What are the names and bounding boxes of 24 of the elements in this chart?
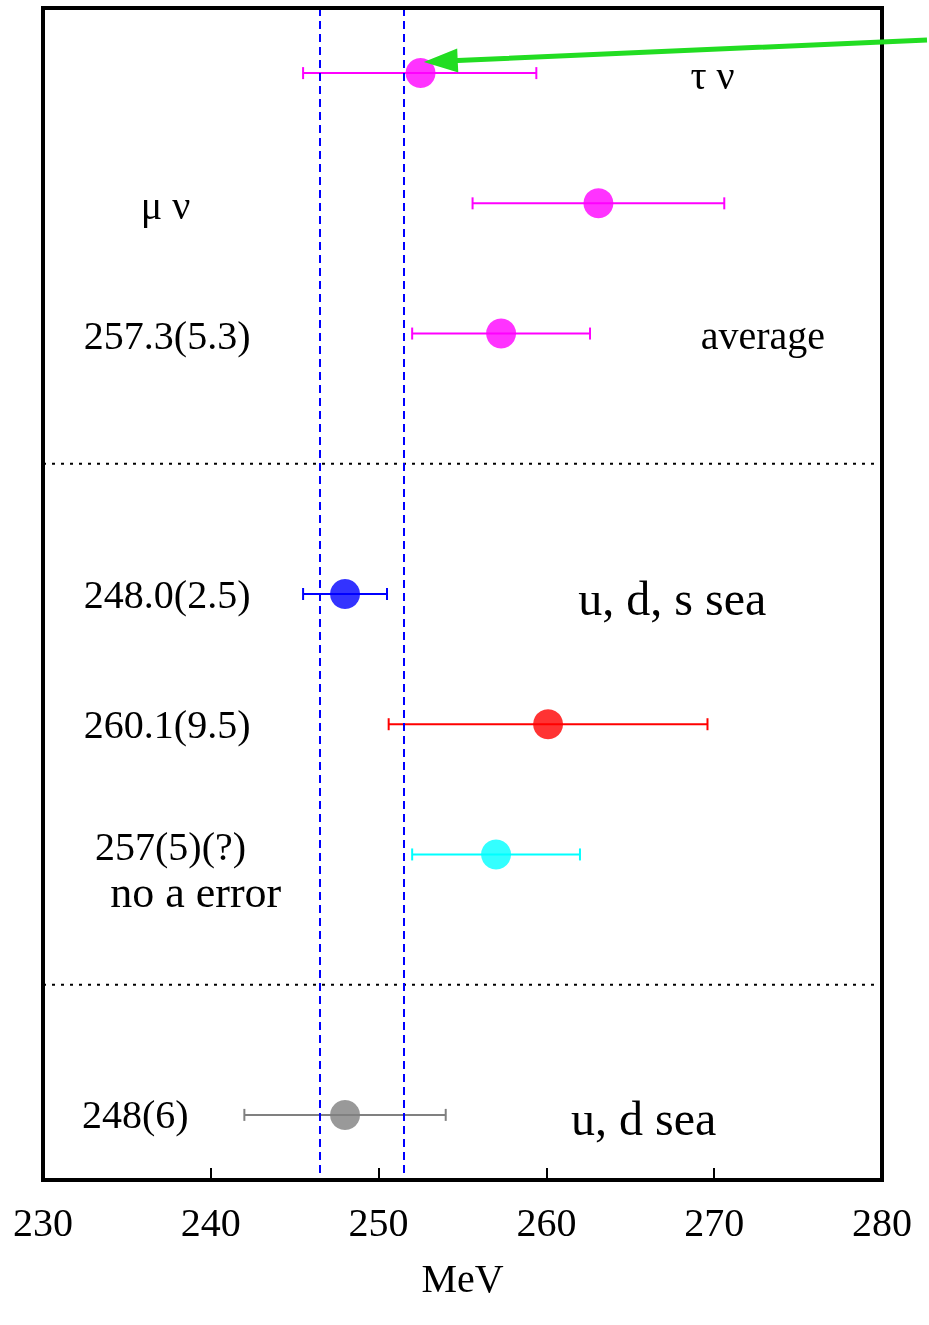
x-tick-label: 280 <box>852 1199 912 1245</box>
point <box>486 318 517 349</box>
annotation: u, d, s sea <box>578 571 767 625</box>
annotation: average <box>700 313 826 359</box>
annotation: 257(5)(?) <box>95 823 247 869</box>
x-tick-label: 240 <box>180 1199 241 1245</box>
x-axis-title: MeV <box>421 1255 504 1301</box>
point <box>330 579 361 609</box>
x-tick-label: 230 <box>13 1199 73 1245</box>
annotation: μ ν <box>140 182 191 228</box>
point <box>330 1099 361 1130</box>
annotation: 248.0(2.5) <box>83 571 251 617</box>
x-tick-label: 250 <box>348 1199 409 1245</box>
annotation: 260.1(9.5) <box>83 701 251 747</box>
point <box>405 58 436 89</box>
x-tick-label: 270 <box>684 1199 745 1245</box>
annotation: 248(6) <box>81 1092 189 1138</box>
annotation: τ ν <box>690 52 735 98</box>
point <box>533 709 564 740</box>
point <box>583 188 614 219</box>
point <box>481 839 512 870</box>
annotation: 257.3(5.3) <box>83 313 251 359</box>
x-tick-label: 260 <box>516 1199 577 1245</box>
annotation: u, d sea <box>571 1092 717 1146</box>
